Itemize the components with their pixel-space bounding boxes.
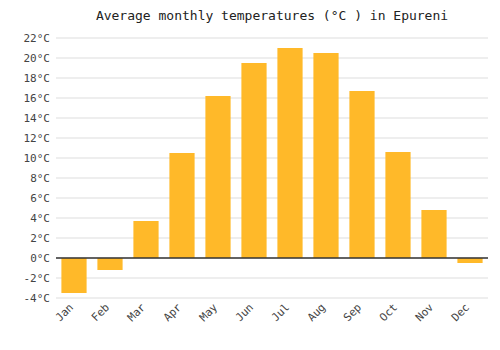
zero-line [56, 257, 488, 259]
grid-line [56, 78, 488, 79]
grid-line [56, 298, 488, 299]
y-tick-label: 6°C [30, 192, 50, 205]
bar [133, 221, 158, 258]
y-tick-label: 14°C [24, 112, 51, 125]
chart: Average monthly temperatures (°C ) in Ep… [0, 0, 500, 350]
y-tick-label: 12°C [24, 132, 51, 145]
x-tick-label: May [197, 301, 221, 325]
y-tick-label: -4°C [24, 292, 51, 305]
y-tick-label: 2°C [30, 232, 50, 245]
bar [313, 53, 338, 258]
y-axis: -4°C -2°C 0°C 2°C 4°C 6°C 8°C 10°C 12°C 14°C 16°C 1… [24, 32, 51, 305]
x-tick-label: Nov [413, 301, 437, 325]
x-tick-label: Jun [233, 301, 256, 324]
x-tick-label: Oct [377, 301, 400, 324]
grid-line [56, 38, 488, 39]
x-tick-label: Apr [161, 301, 185, 325]
grid-line [56, 58, 488, 59]
title: Average monthly temperatures (°C ) in Ep… [96, 8, 448, 23]
grid-line [56, 138, 488, 139]
y-tick-label: -2°C [24, 272, 51, 285]
grid-line [56, 178, 488, 179]
y-tick-label: 18°C [24, 72, 51, 85]
grid-line [56, 158, 488, 159]
x-axis: Jan Feb Mar Apr May Jun Jul Aug Sep Oct Nov Dec [53, 301, 472, 325]
y-tick-label: 4°C [30, 212, 50, 225]
bar [277, 48, 302, 258]
y-tick-label: 0°C [30, 252, 50, 265]
bar [421, 210, 446, 258]
grid-line [56, 98, 488, 99]
grid-line [56, 118, 488, 119]
y-tick-label: 8°C [30, 172, 50, 185]
y-tick-label: 20°C [24, 52, 51, 65]
bar [97, 258, 122, 270]
grid [56, 38, 488, 298]
grid-line [56, 198, 488, 199]
bar [205, 96, 230, 258]
bar [241, 63, 266, 258]
grid-line [56, 258, 488, 259]
x-tick-label: Aug [305, 301, 328, 324]
y-tick-label: 22°C [24, 32, 51, 45]
bar [169, 153, 194, 258]
bar [385, 152, 410, 258]
bar [349, 91, 374, 258]
x-tick-label: Mar [125, 301, 149, 325]
x-tick-label: Sep [341, 301, 364, 324]
bar [61, 258, 86, 293]
x-tick-label: Feb [89, 301, 112, 324]
x-tick-label: Jan [53, 301, 76, 324]
x-tick-label: Dec [449, 301, 472, 324]
grid-line [56, 278, 488, 279]
y-tick-label: 10°C [24, 152, 51, 165]
x-tick-label: Jul [269, 301, 292, 324]
bars [61, 48, 482, 293]
y-tick-label: 16°C [24, 92, 51, 105]
